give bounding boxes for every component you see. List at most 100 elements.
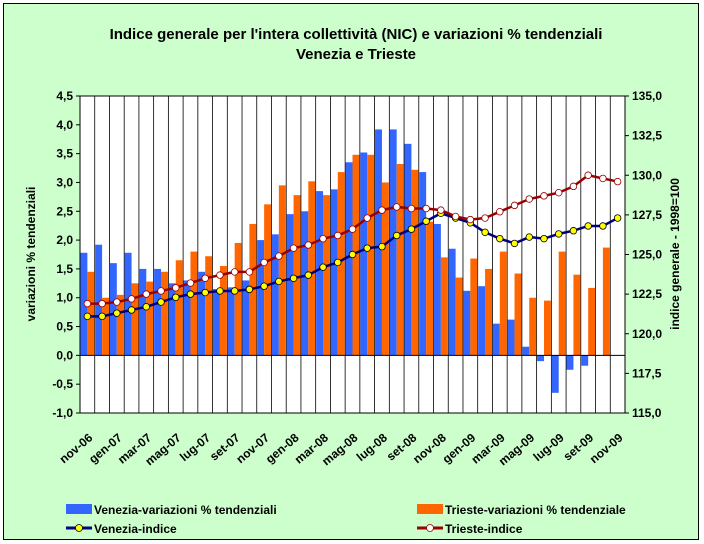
legend-label-trieste-idx: Trieste-indice	[445, 522, 523, 536]
marker-venezia-idx	[127, 306, 136, 314]
bar-trieste-var	[234, 242, 242, 356]
y2-tick-label: 117,5	[632, 366, 662, 380]
bar-venezia-var	[492, 323, 500, 356]
bar-venezia-var	[213, 289, 220, 356]
y-tick-label: 3,0	[56, 175, 73, 189]
marker-trieste-idx	[113, 298, 121, 306]
bar-venezia-var	[139, 268, 147, 356]
bar-trieste-var	[161, 271, 168, 356]
marker-trieste-idx	[83, 299, 92, 308]
bar-venezia-var	[433, 223, 441, 356]
bar-trieste-var	[558, 251, 566, 356]
bar-venezia-var	[360, 152, 368, 356]
marker-trieste-idx	[245, 268, 254, 276]
bar-venezia-var	[566, 355, 574, 370]
bar-venezia-var	[522, 346, 530, 356]
marker-trieste-idx	[569, 182, 578, 191]
y2-axis-title: indice generale - 1998=100	[668, 178, 682, 330]
bar-venezia-var	[316, 191, 324, 356]
y-tick-label: 0,5	[56, 320, 73, 334]
bar-trieste-var	[573, 274, 581, 356]
marker-trieste-idx	[555, 188, 563, 197]
bar-venezia-var	[330, 189, 338, 356]
bar-trieste-var	[396, 164, 404, 356]
bar-trieste-var	[381, 182, 389, 356]
marker-venezia-idx	[348, 250, 357, 259]
bar-trieste-var	[175, 260, 183, 356]
marker-trieste-idx	[451, 212, 460, 221]
marker-trieste-idx	[348, 225, 357, 233]
marker-trieste-idx	[230, 268, 239, 276]
marker-trieste-idx	[437, 206, 445, 214]
legend-swatch-trieste-var	[417, 504, 443, 514]
bar-trieste-var	[219, 266, 227, 356]
marker-venezia-idx	[422, 217, 430, 225]
marker-trieste-idx	[496, 208, 504, 216]
marker-trieste-idx	[275, 252, 283, 260]
bar-venezia-var	[227, 287, 235, 356]
legend-label-venezia-var: Venezia-variazioni % tendenziali	[94, 503, 277, 517]
y-tick-label: 0,0	[56, 348, 73, 362]
marker-trieste-idx	[157, 287, 165, 295]
bar-venezia-var	[448, 248, 456, 356]
bar-trieste-var	[440, 257, 448, 356]
legend-label-trieste-var: Trieste-variazioni % tendenziale	[445, 503, 626, 517]
y-tick-label: -0,5	[52, 377, 73, 391]
x-tick-label: nov-09	[587, 430, 626, 466]
marker-venezia-idx	[392, 231, 401, 240]
bar-venezia-var	[478, 286, 486, 356]
legend: Venezia-variazioni % tendenziali Trieste…	[66, 503, 626, 536]
marker-venezia-idx	[113, 309, 121, 317]
bar-trieste-var	[543, 300, 551, 356]
marker-trieste-idx	[260, 258, 268, 267]
marker-trieste-idx	[216, 271, 224, 279]
y-tick-label: 1,5	[56, 262, 73, 276]
marker-trieste-idx	[142, 290, 150, 298]
bar-venezia-var	[463, 290, 471, 356]
marker-trieste-idx	[407, 204, 416, 213]
bars-layer	[80, 129, 610, 393]
marker-trieste-idx	[466, 215, 475, 224]
bar-trieste-var	[205, 256, 213, 356]
y-tick-label: -1,0	[52, 406, 73, 420]
x-tick-label: lug-08	[354, 430, 390, 464]
lines-layer	[83, 171, 622, 321]
bar-trieste-var	[146, 281, 154, 356]
y2-tick-label: 130,0	[632, 168, 662, 182]
chart-subtitle: Venezia e Trieste	[296, 46, 416, 63]
bar-venezia-var	[95, 244, 103, 356]
marker-trieste-idx	[289, 244, 298, 252]
y2-tick-label: 127,5	[632, 208, 662, 222]
bar-trieste-var	[602, 247, 610, 356]
bar-trieste-var	[264, 204, 272, 356]
bar-trieste-var	[470, 258, 478, 356]
marker-venezia-idx	[216, 287, 224, 295]
bar-trieste-var	[588, 287, 596, 356]
marker-trieste-idx	[319, 234, 327, 243]
marker-venezia-idx	[230, 287, 239, 295]
marker-venezia-idx	[157, 298, 165, 306]
bar-venezia-var	[375, 129, 382, 356]
bar-venezia-var	[198, 271, 206, 356]
bar-trieste-var	[455, 277, 463, 356]
bar-venezia-var	[301, 211, 309, 356]
marker-trieste-idx	[613, 177, 622, 186]
marker-trieste-idx	[599, 174, 607, 183]
marker-venezia-idx	[555, 230, 563, 238]
marker-trieste-idx	[510, 201, 519, 210]
marker-venezia-idx	[525, 233, 533, 241]
bar-trieste-var	[514, 273, 522, 356]
marker-venezia-idx	[304, 271, 313, 279]
y2-tick-label: 122,5	[632, 287, 662, 301]
marker-venezia-idx	[172, 293, 180, 301]
marker-venezia-idx	[245, 285, 254, 294]
legend-marker-venezia-idx	[75, 524, 83, 532]
marker-trieste-idx	[540, 192, 548, 200]
marker-venezia-idx	[378, 242, 386, 251]
marker-venezia-idx	[319, 263, 327, 271]
marker-trieste-idx	[172, 284, 180, 292]
marker-trieste-idx	[304, 241, 313, 249]
y-tick-label: 4,5	[56, 89, 73, 103]
bar-venezia-var	[345, 162, 353, 356]
y2-tick-label: 120,0	[632, 327, 662, 341]
